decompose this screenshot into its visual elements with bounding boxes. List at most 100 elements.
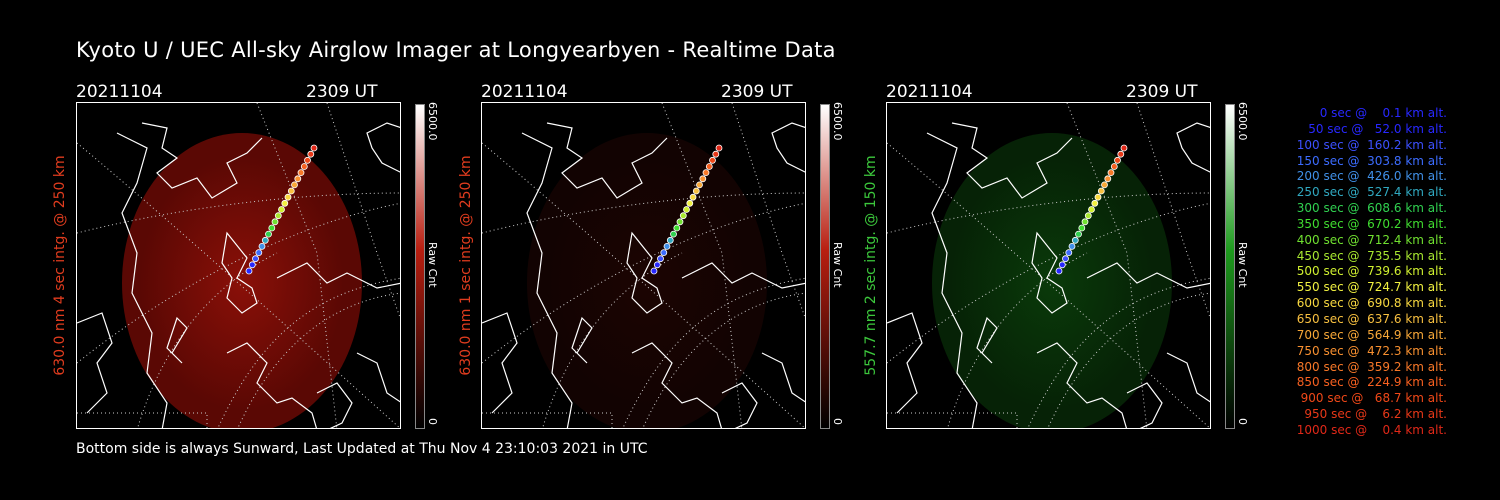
trajectory-point: [1094, 193, 1102, 201]
trajectory-point: [294, 175, 302, 183]
airglow-image-panel: [886, 102, 1211, 429]
trajectory-point: [307, 150, 315, 158]
trajectory-point: [705, 163, 713, 170]
geo-gridline: [482, 192, 805, 234]
footer-note: Bottom side is always Sunward, Last Upda…: [76, 441, 648, 457]
trajectory-point: [300, 163, 308, 170]
altitude-legend: 0 sec @ 0.1 km alt. 50 sec @ 52.0 km alt.…: [1262, 106, 1447, 439]
colorbar: [820, 104, 830, 429]
legend-entry: 850 sec @ 224.9 km alt.: [1296, 375, 1447, 390]
panel-ylabel: 630.0 nm 4 sec intg. @ 250 km: [52, 155, 68, 376]
trajectory-point: [1062, 255, 1069, 263]
coastline: [1086, 262, 1210, 289]
trajectory-point: [1088, 206, 1095, 213]
colorbar-max-label: 6500.0: [1236, 102, 1249, 141]
colorbar-unit-label: Raw Cnt: [426, 242, 439, 288]
legend-entry: 50 sec @ 52.0 km alt.: [1308, 121, 1447, 136]
trajectory-point: [660, 249, 668, 257]
panel-ylabel: 630.0 nm 1 sec intg. @ 250 km: [458, 155, 474, 376]
colorbar-max-label: 6500.0: [831, 102, 844, 141]
trajectory-point: [686, 199, 694, 207]
panel-time: 2309 UT: [306, 82, 378, 102]
airglow-image-panel: [481, 102, 806, 429]
geo-gridline: [77, 142, 400, 428]
legend-entry: 800 sec @ 359.2 km alt.: [1296, 359, 1447, 374]
trajectory-point: [245, 267, 253, 275]
trajectory-point: [1084, 212, 1092, 220]
trajectory-point: [1091, 199, 1099, 207]
trajectory-point: [1104, 175, 1112, 183]
trajectory-point: [297, 169, 305, 176]
geo-gridline: [661, 103, 743, 428]
colorbar: [415, 104, 425, 429]
legend-entry: 100 sec @ 160.2 km alt.: [1296, 137, 1447, 152]
trajectory-point: [1068, 242, 1076, 250]
geo-gridline: [622, 277, 805, 428]
coastline: [1126, 382, 1163, 428]
geo-gridline: [482, 142, 805, 428]
trajectory-point: [679, 212, 687, 220]
trajectory-point: [252, 255, 259, 263]
colorbar-min-label: 0: [1236, 418, 1249, 425]
colorbar-unit-label: Raw Cnt: [1236, 242, 1249, 288]
trajectory-point: [715, 144, 723, 152]
coastline: [1031, 231, 1068, 314]
coastline: [926, 132, 978, 428]
legend-entry: 700 sec @ 564.9 km alt.: [1296, 327, 1447, 342]
trajectory-point: [1065, 249, 1073, 257]
legend-entry: 250 sec @ 527.4 km alt.: [1296, 185, 1447, 200]
coastline: [1166, 352, 1210, 403]
panel-ylabel: 557.7 nm 2 sec intg. @ 150 km: [863, 155, 879, 376]
geo-gridline: [887, 192, 1210, 234]
legend-entry: 600 sec @ 690.8 km alt.: [1296, 296, 1447, 311]
trajectory-point: [281, 199, 289, 207]
page-title: Kyoto U / UEC All-sky Airglow Imager at …: [76, 38, 836, 62]
coastline: [771, 122, 805, 173]
legend-entry: 950 sec @ 6.2 km alt.: [1304, 407, 1447, 422]
colorbar-min-label: 0: [426, 418, 439, 425]
geo-gridline: [256, 103, 338, 428]
legend-entry: 900 sec @ 68.7 km alt.: [1300, 391, 1447, 406]
trajectory-point: [255, 249, 263, 257]
trajectory-point: [670, 230, 677, 238]
coastline: [116, 132, 168, 428]
trajectory-point: [712, 150, 720, 158]
geo-gridline: [217, 277, 400, 428]
trajectory-point: [310, 144, 318, 152]
coastline: [887, 312, 923, 414]
legend-entry: 400 sec @ 712.4 km alt.: [1296, 232, 1447, 247]
coastline: [626, 231, 663, 314]
trajectory-point: [1081, 218, 1089, 226]
trajectory-point: [1078, 224, 1086, 232]
trajectory-point: [696, 181, 703, 189]
colorbar: [1225, 104, 1235, 429]
colorbar-max-label: 6500.0: [426, 102, 439, 141]
geo-gridline: [731, 103, 805, 319]
panel-time: 2309 UT: [1126, 82, 1198, 102]
coastline: [356, 352, 400, 403]
trajectory-point: [1117, 150, 1125, 158]
legend-entry: 750 sec @ 472.3 km alt.: [1296, 343, 1447, 358]
coastline: [951, 122, 1073, 199]
geo-gridline: [887, 142, 1210, 428]
legend-entry: 0 sec @ 0.1 km alt.: [1319, 106, 1447, 120]
trajectory-point: [261, 236, 269, 244]
trajectory-point: [650, 267, 658, 275]
colorbar-min-label: 0: [831, 418, 844, 425]
trajectory-point: [1097, 187, 1105, 195]
coastline: [721, 382, 758, 428]
trajectory-point: [1058, 261, 1066, 269]
trajectory-point: [709, 156, 716, 164]
trajectory-point: [666, 236, 674, 244]
trajectory-point: [653, 261, 661, 269]
coastline: [141, 122, 263, 199]
panel-date: 20211104: [76, 82, 163, 102]
panel-date: 20211104: [886, 82, 973, 102]
airglow-fov: [932, 133, 1172, 428]
trajectory-point: [1101, 181, 1108, 189]
panel-date: 20211104: [481, 82, 568, 102]
trajectory-point: [287, 187, 295, 195]
panel-time: 2309 UT: [721, 82, 793, 102]
trajectory-point: [1055, 267, 1063, 275]
coastline: [1176, 122, 1210, 173]
